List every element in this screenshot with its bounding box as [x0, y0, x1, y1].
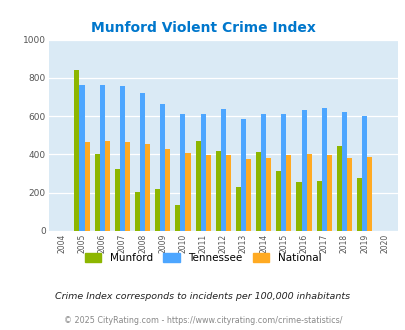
Text: Munford Violent Crime Index: Munford Violent Crime Index — [90, 21, 315, 35]
Bar — [74, 70, 79, 231]
Bar — [301, 111, 306, 231]
Bar — [240, 119, 245, 231]
Bar — [286, 155, 291, 231]
Bar — [119, 85, 125, 231]
Bar — [79, 84, 84, 231]
Bar — [215, 150, 220, 231]
Bar — [165, 149, 170, 231]
Text: Crime Index corresponds to incidents per 100,000 inhabitants: Crime Index corresponds to incidents per… — [55, 292, 350, 301]
Bar — [104, 141, 109, 231]
Bar — [155, 189, 160, 231]
Bar — [135, 192, 140, 231]
Bar — [185, 153, 190, 231]
Bar — [94, 154, 100, 231]
Bar — [321, 108, 326, 231]
Bar — [341, 112, 346, 231]
Legend: Munford, Tennessee, National: Munford, Tennessee, National — [80, 249, 325, 267]
Bar — [266, 158, 271, 231]
Bar — [115, 169, 119, 231]
Bar — [205, 155, 210, 231]
Bar — [220, 109, 225, 231]
Bar — [235, 187, 240, 231]
Bar — [100, 84, 104, 231]
Bar — [200, 114, 205, 231]
Bar — [346, 158, 351, 231]
Bar — [366, 157, 371, 231]
Bar — [175, 205, 180, 231]
Bar — [160, 104, 165, 231]
Bar — [336, 146, 341, 231]
Bar — [225, 155, 230, 231]
Bar — [275, 171, 281, 231]
Bar — [260, 114, 266, 231]
Bar — [245, 159, 250, 231]
Bar — [306, 154, 311, 231]
Bar — [361, 116, 366, 231]
Bar — [140, 93, 145, 231]
Bar — [125, 142, 130, 231]
Bar — [296, 182, 301, 231]
Bar — [326, 155, 331, 231]
Bar — [180, 114, 185, 231]
Bar — [195, 141, 200, 231]
Bar — [256, 151, 260, 231]
Bar — [84, 142, 90, 231]
Bar — [356, 178, 361, 231]
Text: © 2025 CityRating.com - https://www.cityrating.com/crime-statistics/: © 2025 CityRating.com - https://www.city… — [64, 316, 341, 325]
Bar — [281, 114, 286, 231]
Bar — [316, 181, 321, 231]
Bar — [145, 144, 150, 231]
